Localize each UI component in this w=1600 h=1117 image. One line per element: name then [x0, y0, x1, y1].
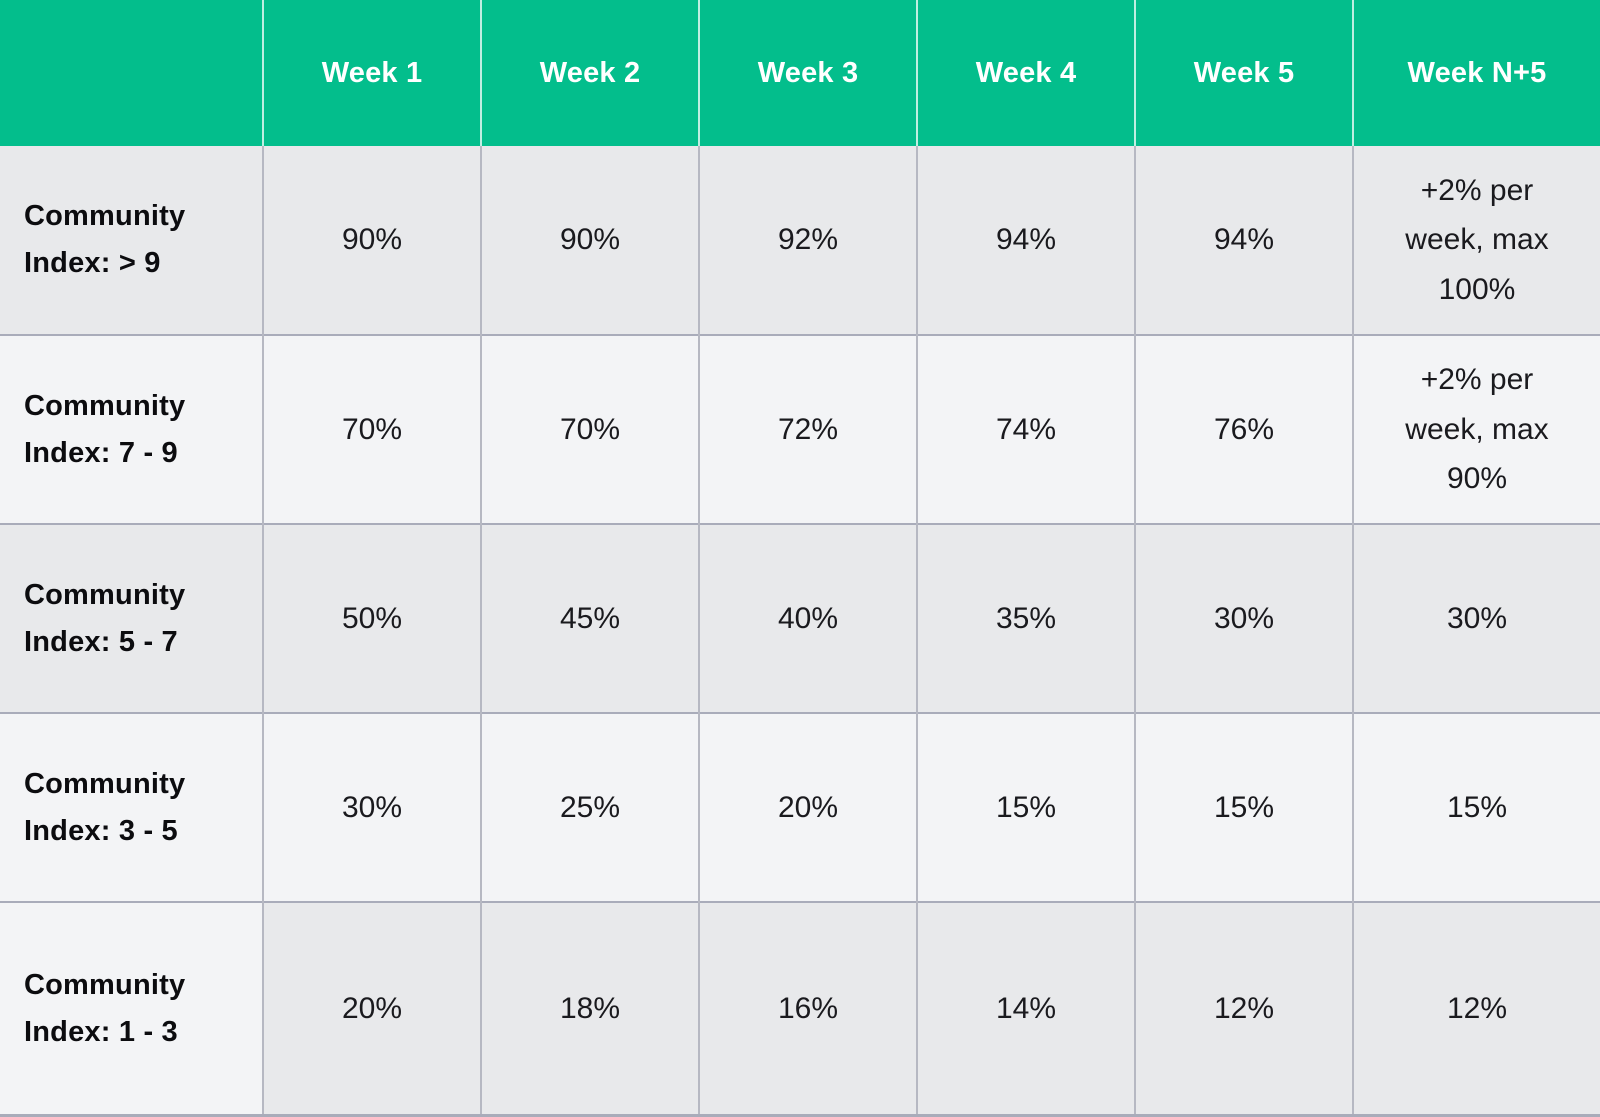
header-week-4: Week 4 [916, 0, 1135, 146]
table-row: Community Index: > 9 90% 90% 92% 94% 94%… [0, 146, 1600, 335]
value-cell: 70% [262, 334, 481, 524]
value-cell: 30% [262, 712, 481, 902]
value-cell: 15% [916, 712, 1135, 902]
header-week-3: Week 3 [698, 0, 917, 146]
value-cell: 50% [262, 523, 481, 713]
header-week-1: Week 1 [262, 0, 481, 146]
table-header: Week 1 Week 2 Week 3 Week 4 Week 5 Week … [0, 0, 1600, 146]
value-cell: 35% [916, 523, 1135, 713]
value-cell: 70% [480, 334, 699, 524]
value-cell: 20% [698, 712, 917, 902]
table-row: Community Index: 5 - 7 50% 45% 40% 35% 3… [0, 523, 1600, 713]
value-cell: 20% [262, 901, 481, 1116]
value-cell-week-n5: +2% per week, max 100% [1352, 146, 1600, 335]
value-cell: 16% [698, 901, 917, 1116]
value-cell: 90% [480, 146, 699, 335]
header-week-n5: Week N+5 [1352, 0, 1600, 146]
table-row: Community Index: 3 - 5 30% 25% 20% 15% 1… [0, 712, 1600, 902]
value-cell: 74% [916, 334, 1135, 524]
value-cell: 90% [262, 146, 481, 335]
row-label-index-3-5: Community Index: 3 - 5 [0, 712, 263, 902]
value-cell: 12% [1134, 901, 1353, 1116]
value-cell: 94% [916, 146, 1135, 335]
value-cell: 72% [698, 334, 917, 524]
value-cell: 94% [1134, 146, 1353, 335]
value-cell-week-n5: +2% per week, max 90% [1352, 334, 1600, 524]
row-label-index-1-3: Community Index: 1 - 3 [0, 901, 263, 1116]
row-label-index-gt-9: Community Index: > 9 [0, 146, 263, 335]
value-cell-week-n5: 30% [1352, 523, 1600, 713]
table-row: Community Index: 1 - 3 20% 18% 16% 14% 1… [0, 901, 1600, 1116]
header-week-5: Week 5 [1134, 0, 1353, 146]
header-week-2: Week 2 [480, 0, 699, 146]
table-row: Community Index: 7 - 9 70% 70% 72% 74% 7… [0, 334, 1600, 524]
value-cell: 45% [480, 523, 699, 713]
value-cell: 92% [698, 146, 917, 335]
value-cell: 30% [1134, 523, 1353, 713]
table-body: Community Index: > 9 90% 90% 92% 94% 94%… [0, 146, 1600, 1116]
value-cell: 15% [1134, 712, 1353, 902]
value-cell: 18% [480, 901, 699, 1116]
row-label-index-5-7: Community Index: 5 - 7 [0, 523, 263, 713]
header-corner-cell [0, 0, 263, 146]
header-row: Week 1 Week 2 Week 3 Week 4 Week 5 Week … [0, 0, 1600, 146]
value-cell-week-n5: 15% [1352, 712, 1600, 902]
value-cell: 14% [916, 901, 1135, 1116]
value-cell: 76% [1134, 334, 1353, 524]
row-label-index-7-9: Community Index: 7 - 9 [0, 334, 263, 524]
value-cell: 40% [698, 523, 917, 713]
value-cell-week-n5: 12% [1352, 901, 1600, 1116]
value-cell: 25% [480, 712, 699, 902]
